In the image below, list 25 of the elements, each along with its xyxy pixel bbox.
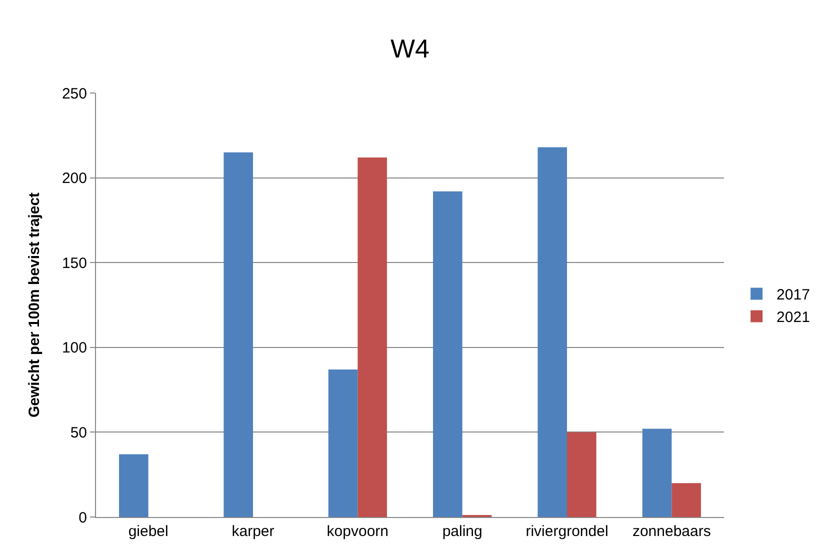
x-tick-label: paling xyxy=(442,523,482,540)
bar xyxy=(358,157,387,517)
bar xyxy=(672,483,701,517)
bar xyxy=(433,191,462,517)
x-tick-label: riviergrondel xyxy=(526,523,608,540)
y-tick-label: 250 xyxy=(62,85,87,102)
y-axis-title: Gewicht per 100m bevist traject xyxy=(26,192,44,418)
bar xyxy=(567,432,596,517)
y-tick-label: 0 xyxy=(78,509,87,526)
bar xyxy=(538,147,567,517)
bar xyxy=(328,369,358,517)
bar xyxy=(119,454,148,517)
y-tick-label: 100 xyxy=(62,340,87,357)
y-tick-label: 150 xyxy=(62,254,87,272)
x-tick-label: zonnebaars xyxy=(632,523,711,540)
bar xyxy=(224,152,253,517)
x-tick-label: karper xyxy=(232,523,274,540)
legend-label: 2021 xyxy=(776,309,810,326)
x-tick-label: giebel xyxy=(128,523,168,540)
bar xyxy=(642,428,672,517)
chart-title: W4 xyxy=(390,33,430,64)
legend-label: 2017 xyxy=(776,286,810,304)
x-tick-label: kopvoorn xyxy=(326,523,389,540)
y-tick-label: 200 xyxy=(62,170,87,188)
y-tick-label: 50 xyxy=(70,424,87,442)
